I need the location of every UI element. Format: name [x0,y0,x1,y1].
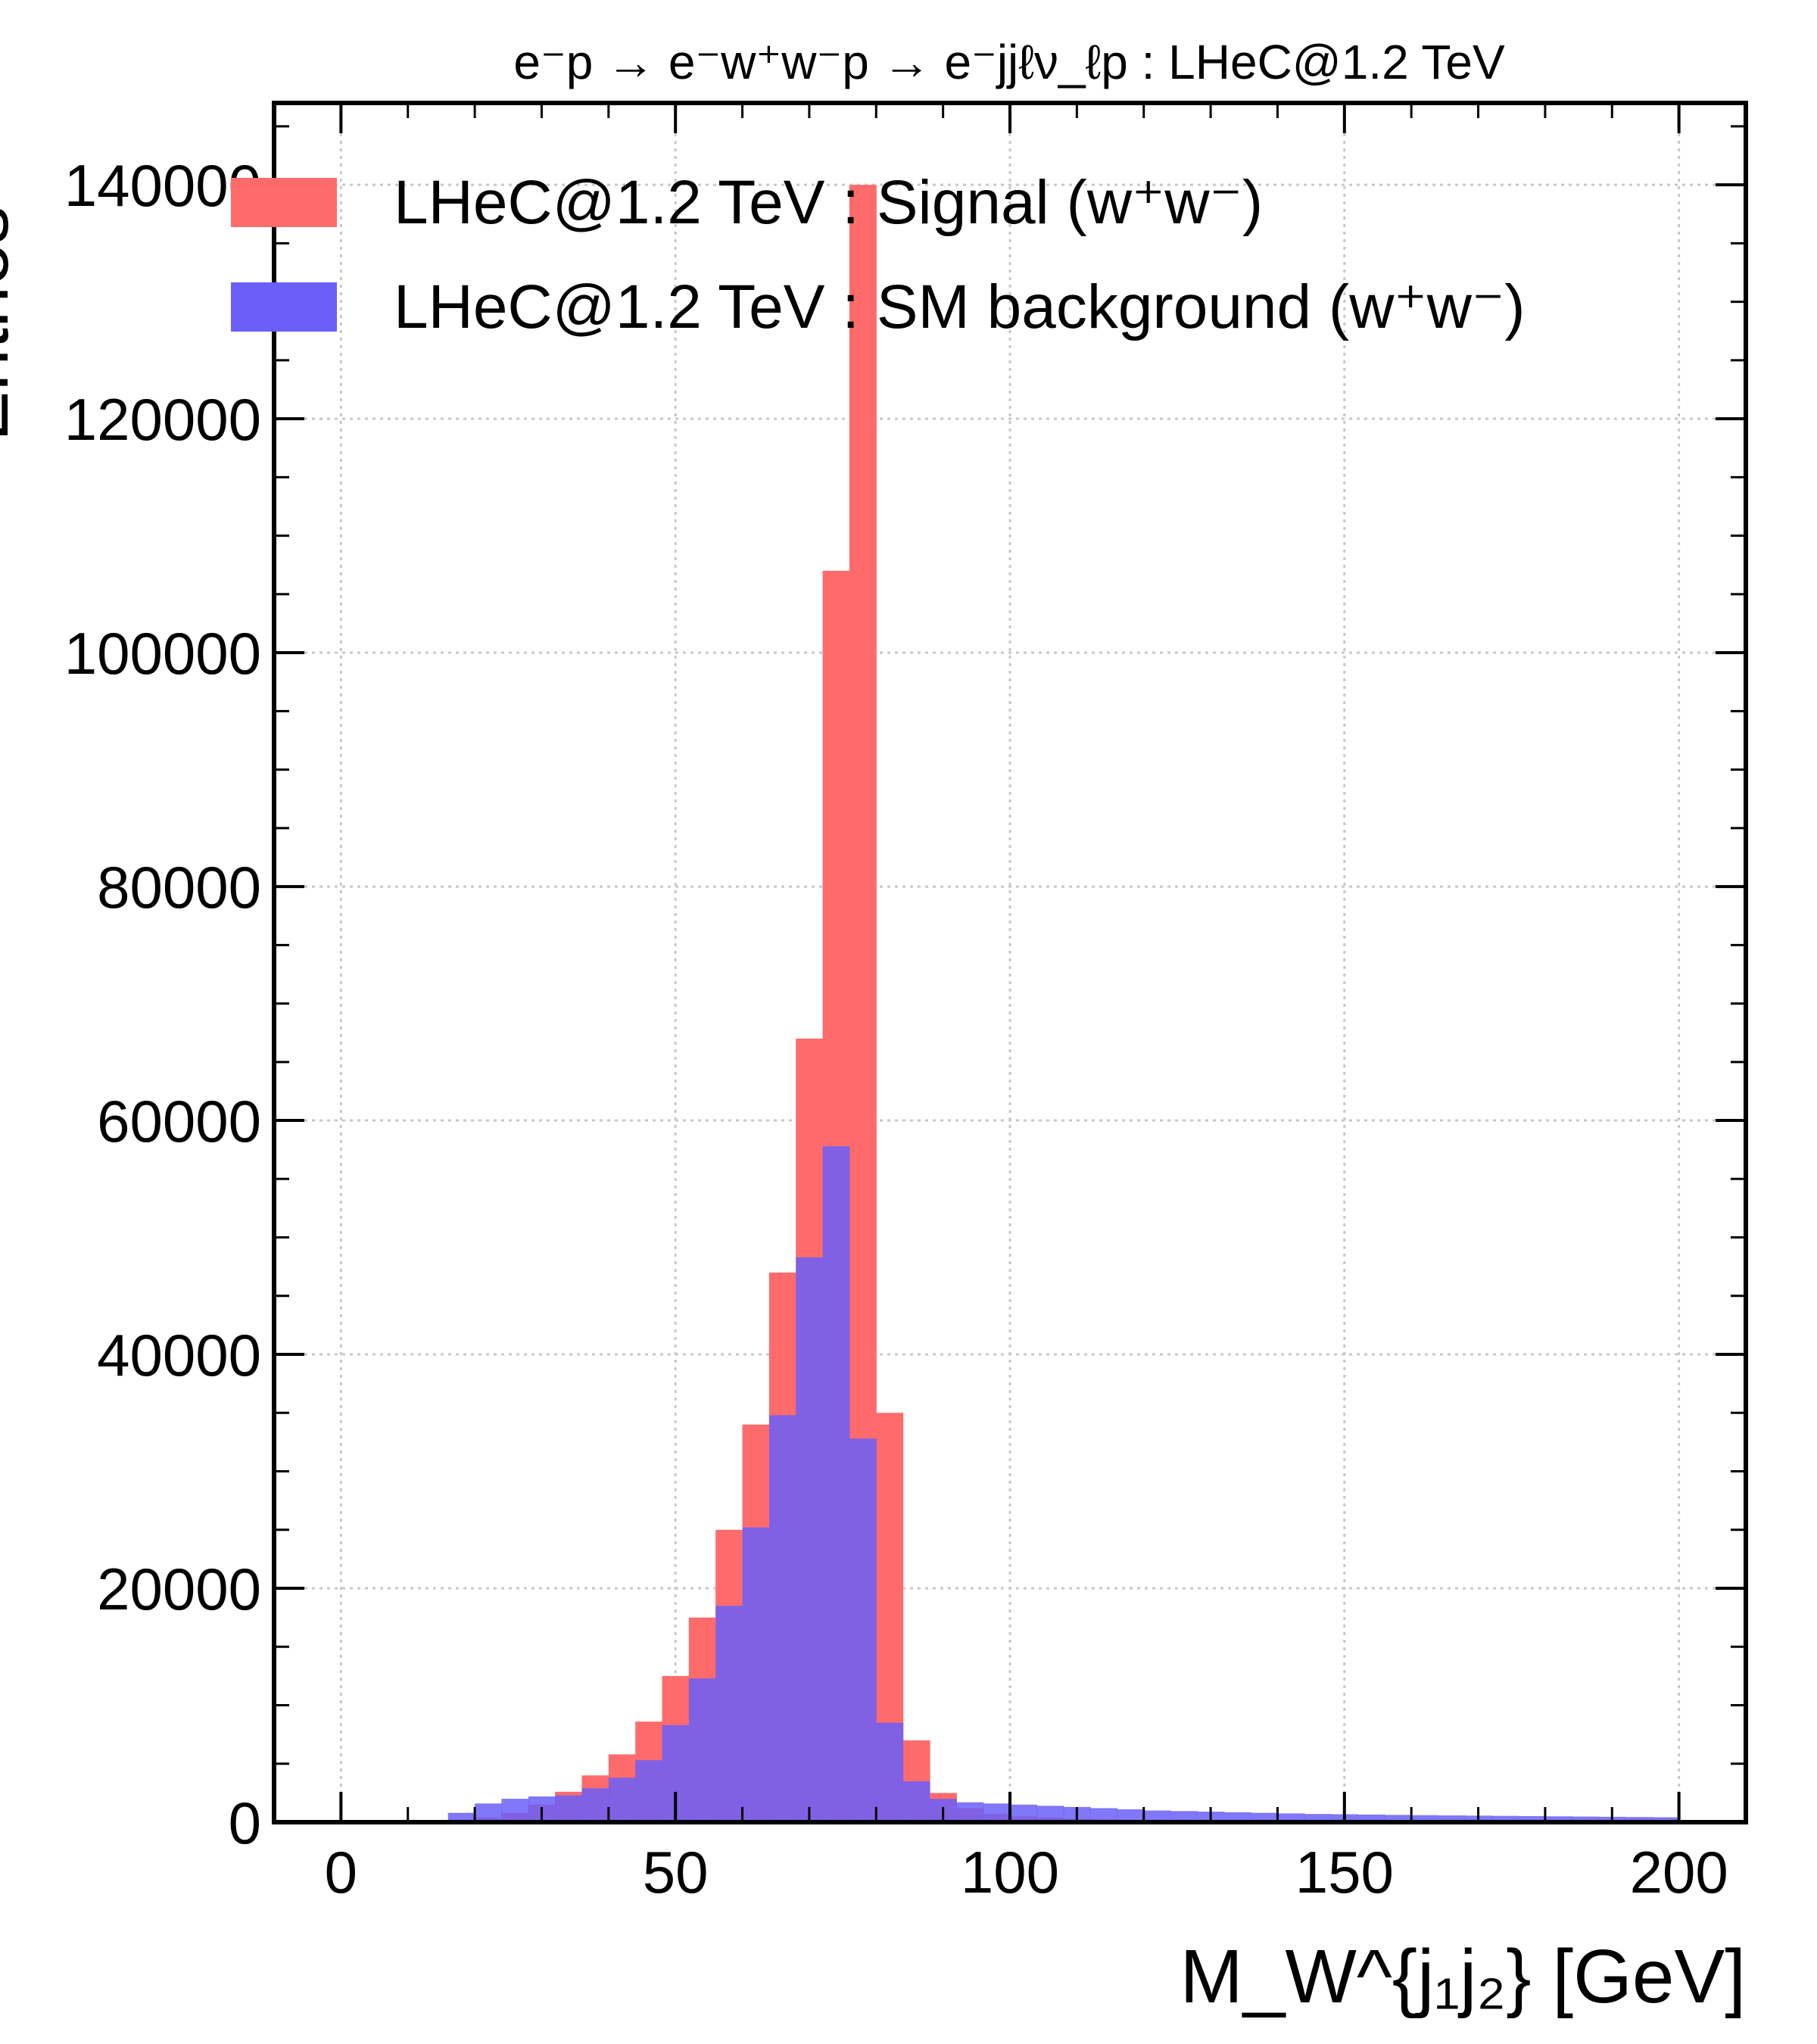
y-tick-label: 40000 [97,1322,261,1388]
background-bar [1010,1804,1037,1822]
background-bar [1357,1814,1385,1822]
background-bar [688,1678,716,1822]
background-bar [796,1257,824,1822]
background-bar [608,1778,636,1822]
x-tick-label: 0 [325,1839,357,1905]
background-bar [1518,1815,1546,1822]
y-tick-label: 100000 [64,620,261,687]
y-tick-label: 120000 [64,386,261,453]
background-bar [1143,1810,1171,1822]
background-bar [1411,1815,1439,1822]
background-bar [1384,1815,1412,1822]
chart-title: e⁻p → e⁻w⁺w⁻p → e⁻jjℓν_ℓp : LHeC@1.2 TeV [513,35,1505,89]
background-bar [1251,1812,1279,1822]
x-tick-label: 200 [1630,1839,1728,1905]
background-bar [876,1722,904,1822]
legend-swatch-background [231,282,337,332]
background-bar [1117,1809,1145,1822]
background-bar [849,1438,877,1822]
background-bar [822,1146,850,1822]
legend: LHeC@1.2 TeV : Signal (w⁺w⁻) LHeC@1.2 Te… [231,168,1526,341]
background-bar [956,1802,984,1822]
background-bar [1304,1814,1332,1822]
background-bar [1491,1815,1519,1822]
background-bar [1544,1816,1572,1822]
y-tick-label: 20000 [97,1556,261,1622]
background-bar [1277,1813,1305,1822]
background-bar [715,1606,743,1822]
signal-bars [447,185,1680,1823]
background-bar [1625,1817,1653,1822]
background-bar [1223,1812,1251,1822]
y-tick-label: 0 [229,1790,261,1856]
x-tick-label: 50 [643,1839,709,1905]
background-bar [1652,1817,1680,1822]
background-bar [501,1799,529,1822]
legend-label-signal: LHeC@1.2 TeV : Signal (w⁺w⁻) [394,168,1263,237]
background-bar [475,1803,503,1822]
background-bar [902,1781,930,1822]
background-bar [983,1803,1011,1822]
y-axis-label: Entries [0,206,24,441]
y-tick-label: 80000 [97,854,261,921]
x-tick-label: 100 [961,1839,1059,1905]
y-tick-label: 140000 [64,152,261,219]
background-bar [635,1760,663,1822]
background-bar [1036,1806,1064,1822]
background-bar [742,1527,770,1822]
background-bar [1090,1808,1117,1822]
legend-swatch-signal [231,178,337,227]
background-bar [1170,1811,1198,1822]
y-tick-label: 60000 [97,1088,261,1154]
x-axis-label: M_W^{j₁j₂} [GeV] [1180,1934,1746,2019]
background-bar [1438,1815,1466,1822]
grid-lines [274,103,1746,1824]
tick-labels: 0 50 100 150 200 0 20000 40000 60000 80000 100000 1… [64,152,1728,1905]
x-tick-label: 150 [1295,1839,1394,1905]
plot-frame [272,101,1748,1824]
background-bar [447,1812,475,1822]
background-bar [555,1795,583,1822]
axis-ticks [273,103,1747,1824]
legend-label-background: LHeC@1.2 TeV : SM background (w⁺w⁻) [394,273,1526,341]
background-bar [768,1415,796,1822]
background-bar [581,1788,609,1822]
background-bars [447,1146,1680,1822]
background-bar [1572,1816,1600,1822]
